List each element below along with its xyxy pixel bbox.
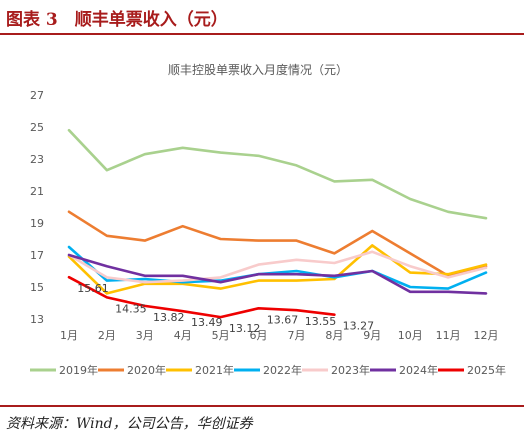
y-tick-label: 25 [30, 121, 44, 134]
legend-label: 2021年 [195, 363, 234, 377]
data-label: 13.82 [153, 311, 185, 324]
data-label: 13.67 [267, 313, 299, 326]
x-tick-label: 12月 [474, 329, 499, 342]
x-tick-label: 11月 [436, 329, 461, 342]
y-axis: 13 15 17 19 21 23 25 27 [30, 89, 44, 326]
y-tick-label: 21 [30, 185, 44, 198]
x-tick-label: 10月 [398, 329, 423, 342]
y-tick-label: 19 [30, 217, 44, 230]
x-tick-label: 3月 [136, 329, 154, 342]
x-tick-label: 6月 [250, 329, 268, 342]
series-line-2023年 [67, 250, 488, 284]
y-tick-label: 17 [30, 249, 44, 262]
x-tick-label: 9月 [363, 329, 381, 342]
data-label: 13.12 [229, 322, 261, 335]
legend-label: 2019年 [59, 363, 98, 377]
legend-label: 2025年 [467, 363, 506, 377]
line-chart: 顺丰控股单票收入月度情况（元） 13 15 17 19 21 23 25 27 1月 2月 3月 4… [30, 62, 506, 377]
y-tick-label: 23 [30, 153, 44, 166]
series-line-2025年 [67, 275, 336, 319]
y-tick-label: 27 [30, 89, 44, 102]
series-line-2020年 [67, 210, 488, 278]
data-label: 14.35 [115, 302, 147, 315]
figure-title: 图表 3 顺丰单票收入（元） [6, 10, 228, 30]
x-tick-label: 8月 [325, 329, 343, 342]
figure-header: 图表 3 顺丰单票收入（元） [0, 0, 524, 35]
x-tick-label: 1月 [60, 329, 78, 342]
y-tick-label: 13 [30, 313, 44, 326]
x-tick-label: 7月 [287, 329, 305, 342]
source-note: 资料来源：Wind，公司公告，华创证券 [6, 416, 253, 432]
y-tick-label: 15 [30, 281, 44, 294]
data-label: 13.55 [305, 315, 337, 328]
legend-label: 2022年 [263, 363, 302, 377]
chart-title: 顺丰控股单票收入月度情况（元） [168, 62, 348, 77]
series-line-2022年 [67, 245, 488, 290]
x-tick-label: 4月 [174, 329, 192, 342]
legend-label: 2020年 [127, 363, 166, 377]
series-line-2019年 [67, 128, 488, 220]
series-line-2021年 [67, 244, 488, 295]
x-tick-label: 5月 [212, 329, 230, 342]
header-rule [0, 33, 524, 35]
data-label: 15.61 [77, 282, 109, 295]
legend: 2019年 2020年 2021年 2022年 2023年 2024年 2025年 [30, 363, 506, 377]
data-labels: 15.61 14.35 13.82 13.49 13.12 13.67 13.55 13.27 [77, 282, 374, 335]
legend-label: 2023年 [331, 363, 370, 377]
footer-rule [0, 405, 524, 407]
data-label: 13.49 [191, 316, 223, 329]
x-tick-label: 2月 [98, 329, 116, 342]
data-label: 13.27 [343, 320, 375, 333]
legend-label: 2024年 [399, 363, 438, 377]
series-layer [67, 128, 488, 319]
x-axis: 1月 2月 3月 4月 5月 6月 7月 8月 9月 10月 11月 12月 [60, 329, 499, 342]
series-line-2024年 [67, 253, 488, 295]
